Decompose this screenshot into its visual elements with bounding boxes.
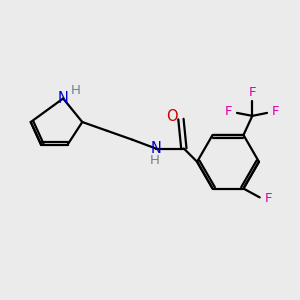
Text: N: N (58, 91, 69, 106)
Text: H: H (149, 154, 159, 167)
Text: F: F (249, 86, 256, 99)
Text: F: F (224, 105, 232, 118)
Text: F: F (265, 192, 272, 206)
Text: N: N (151, 141, 161, 156)
Text: O: O (166, 109, 178, 124)
Text: F: F (272, 105, 280, 118)
Text: H: H (70, 84, 80, 97)
